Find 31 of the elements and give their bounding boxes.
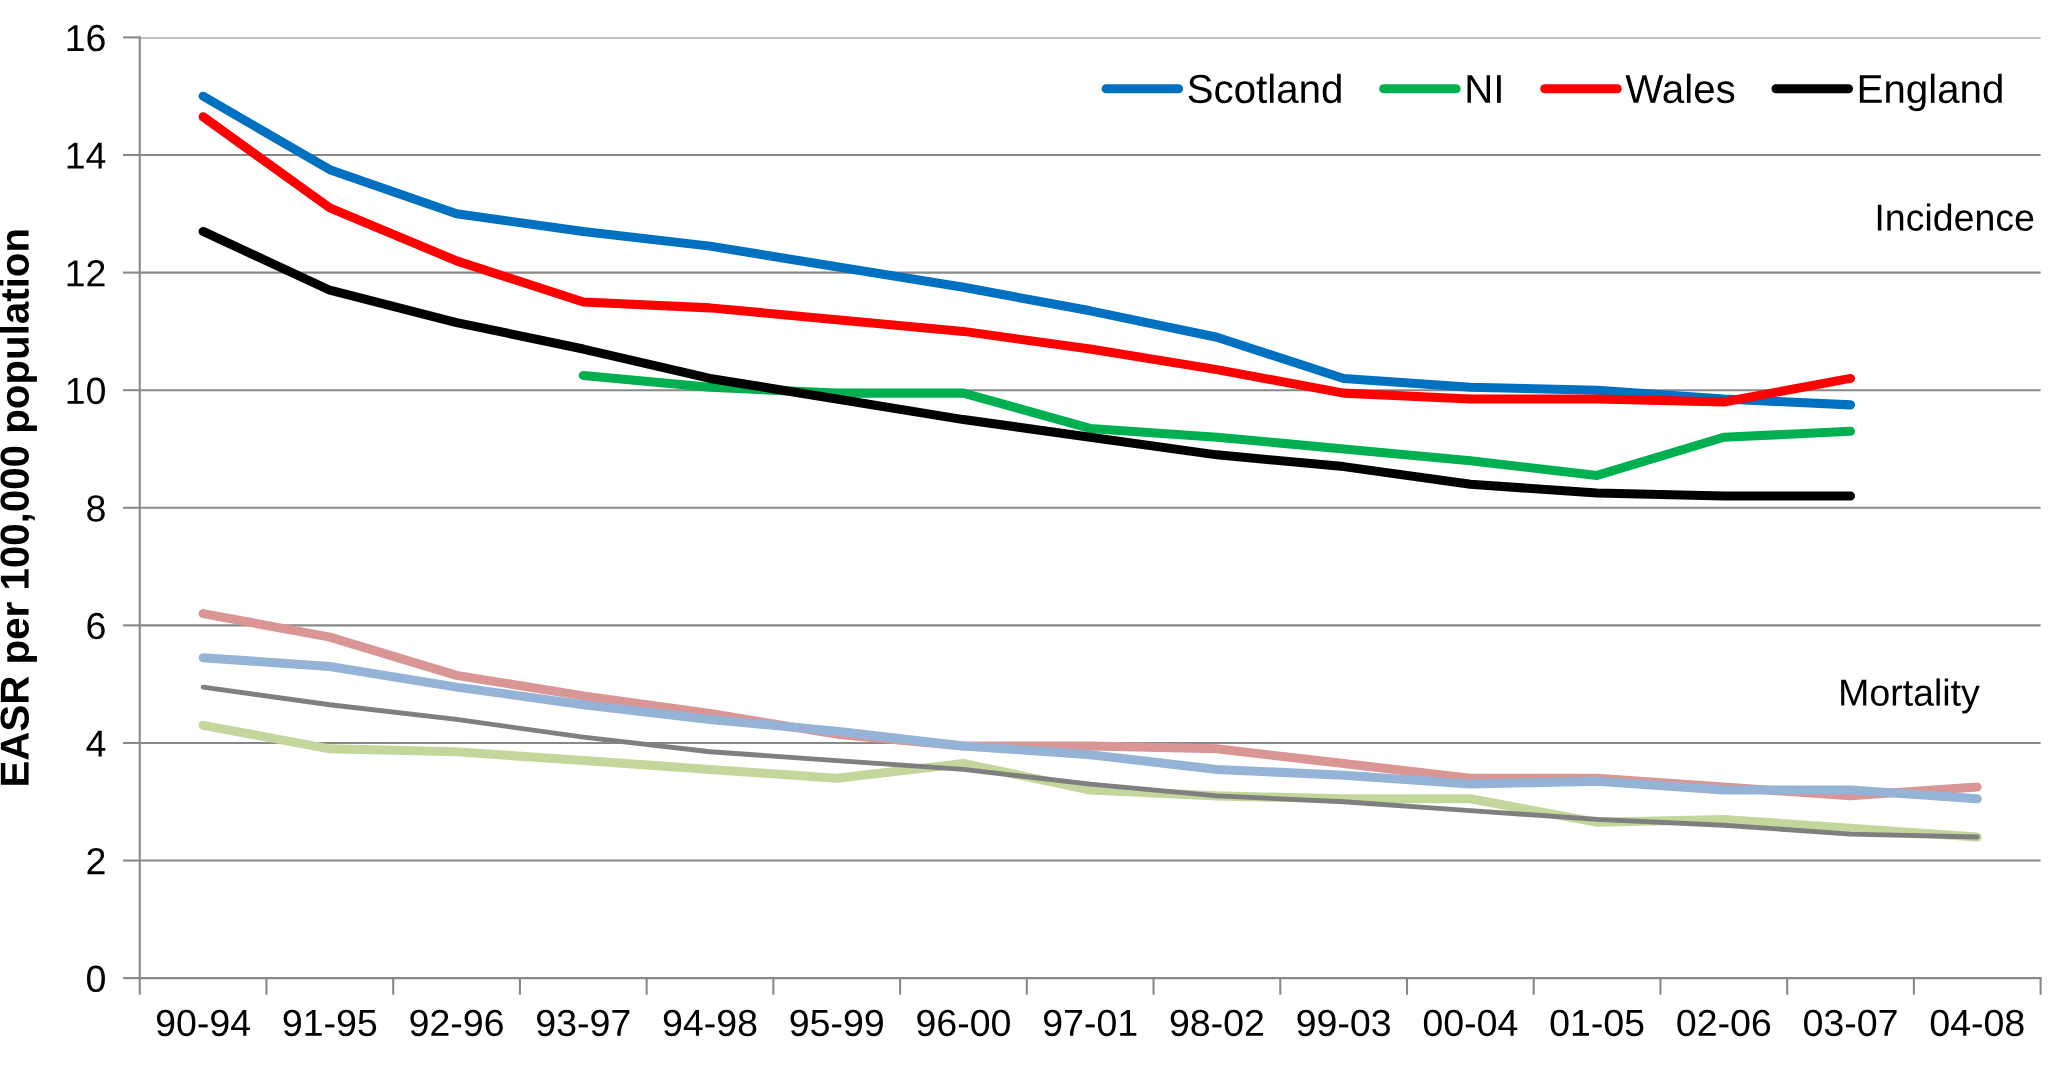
x-tick-label: 92-96 bbox=[410, 1009, 503, 1037]
y-tick-label: 14 bbox=[67, 142, 106, 169]
x-tick-label: 98-02 bbox=[1170, 1009, 1263, 1037]
y-tick-label: 16 bbox=[67, 24, 105, 52]
legend-label: England bbox=[1859, 73, 2002, 112]
x-tick-label: 90-94 bbox=[156, 1009, 250, 1037]
y-tick-label: 10 bbox=[67, 377, 105, 405]
legend-label: NI bbox=[1467, 75, 1501, 103]
y-axis-title: EASR per 100,000 population bbox=[0, 230, 37, 785]
x-tick-label: 99-03 bbox=[1297, 1009, 1390, 1037]
x-tick-label: 04-08 bbox=[1930, 1009, 2024, 1037]
y-tick-label: 4 bbox=[86, 730, 106, 757]
x-tick-label: 95-99 bbox=[790, 1009, 883, 1037]
x-tick-label: 97-01 bbox=[1043, 1009, 1137, 1037]
y-tick-label: 6 bbox=[87, 612, 105, 640]
annotation: Incidence bbox=[1877, 203, 2034, 231]
legend-label: Scotland bbox=[1188, 73, 1341, 104]
x-tick-label: 01-05 bbox=[1550, 1009, 1644, 1037]
x-tick-label: 91-95 bbox=[283, 1009, 377, 1037]
x-tick-label: 93-97 bbox=[537, 1009, 630, 1037]
x-tick-label: 94-98 bbox=[663, 1009, 757, 1037]
legend-label: Wales bbox=[1625, 73, 1735, 104]
y-tick-label: 8 bbox=[87, 495, 105, 522]
x-tick-label: 02-06 bbox=[1677, 1009, 1771, 1037]
y-tick-label: 0 bbox=[87, 965, 105, 993]
y-tick-label: 12 bbox=[67, 260, 105, 287]
y-tick-label: 2 bbox=[87, 847, 105, 875]
x-tick-label: 03-07 bbox=[1804, 1009, 1897, 1037]
x-tick-label: 00-04 bbox=[1423, 1009, 1518, 1037]
annotation: Mortality bbox=[1841, 678, 1980, 714]
x-tick-label: 96-00 bbox=[917, 1009, 1010, 1037]
